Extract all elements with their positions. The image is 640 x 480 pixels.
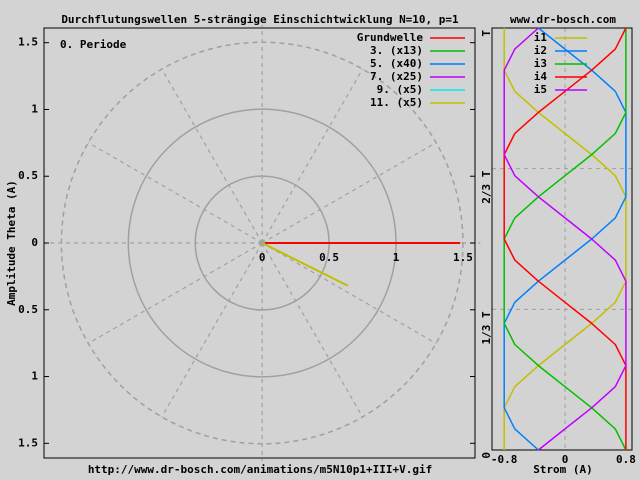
- radial-line: [261, 242, 437, 344]
- footer: http://www.dr-bosch.com/animations/m5N10…: [88, 463, 432, 476]
- annotation: 0. Periode: [60, 38, 127, 51]
- plot-frame: [491, 27, 633, 451]
- y-tick-label: 1.5: [18, 36, 38, 49]
- legend-label: i4: [534, 70, 548, 83]
- radial-line: [87, 142, 263, 244]
- radial-line: [161, 68, 263, 244]
- grid-circle: [60, 41, 464, 445]
- y-tick-label: 1: [31, 102, 38, 115]
- chart-title: www.dr-bosch.com: [510, 13, 616, 26]
- y-tick-label: 0.5: [18, 169, 38, 182]
- radial-line: [87, 242, 263, 344]
- x-tick-label: -0.8: [491, 453, 518, 466]
- legend-label: i1: [534, 31, 548, 44]
- y-tick-label: T: [480, 30, 493, 37]
- legend-label: i5: [534, 83, 547, 96]
- y-tick-label: 0: [31, 236, 38, 249]
- legend-label: 7. (x25): [370, 70, 423, 83]
- vector: [261, 242, 349, 287]
- legend-label: Grundwelle: [357, 31, 424, 44]
- y-tick-label: 1.5: [18, 436, 38, 449]
- radial-line: [261, 242, 364, 418]
- chart-title: Durchflutungswellen 5-strängige Einschic…: [61, 13, 459, 26]
- x-tick-label: 1.5: [453, 251, 473, 264]
- legend-label: 3. (x13): [370, 44, 423, 57]
- plot-frame: [43, 27, 476, 459]
- x-tick-label: 0: [562, 453, 569, 466]
- x-tick-label: 0.5: [319, 251, 339, 264]
- x-tick-label: 1: [393, 251, 400, 264]
- radial-line: [161, 242, 263, 418]
- x-axis-label: Strom (A): [533, 463, 593, 476]
- y-axis-label: Amplitude Theta (A): [5, 180, 18, 306]
- x-tick-label: 0: [259, 251, 266, 264]
- current-line: [503, 27, 627, 450]
- legend-label: i3: [534, 57, 547, 70]
- y-tick-label: 0: [480, 452, 493, 459]
- y-tick-label: 0.5: [18, 303, 38, 316]
- legend-label: 5. (x40): [370, 57, 423, 70]
- radial-line: [261, 68, 364, 244]
- legend-label: i2: [534, 44, 547, 57]
- legend-label: 9. (x5): [377, 83, 423, 96]
- legend-label: 11. (x5): [370, 96, 423, 109]
- current-line: [503, 27, 627, 451]
- x-tick-label: 0.8: [616, 453, 636, 466]
- current-line: [503, 28, 627, 450]
- y-tick-label: 1: [31, 370, 38, 383]
- y-tick-label: 2/3 T: [480, 170, 493, 203]
- radial-line: [261, 142, 437, 244]
- y-tick-label: 1/3 T: [480, 311, 493, 344]
